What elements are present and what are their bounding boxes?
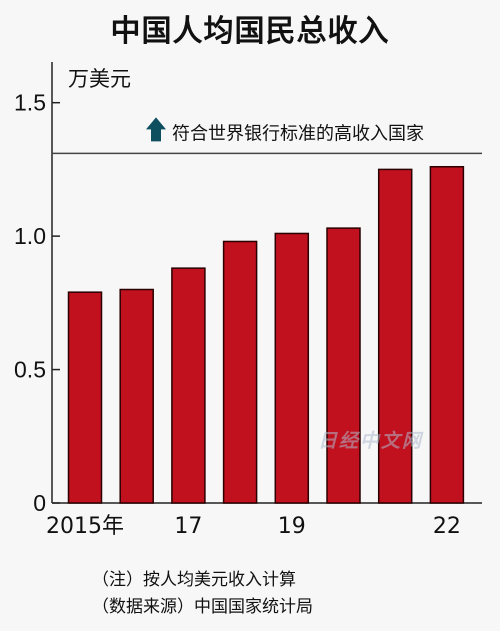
bar-18 xyxy=(222,240,258,504)
footnote: （注）按人均美元收入计算 xyxy=(92,570,296,590)
x-tick-label: 17 xyxy=(174,514,202,539)
y-tick-label: 1.0 xyxy=(14,223,46,249)
y-axis-unit-label: 万美元 xyxy=(68,67,131,91)
x-tick-label: 2015年 xyxy=(46,514,124,539)
y-tick-label: 0 xyxy=(33,490,46,516)
bar-17 xyxy=(171,267,206,504)
threshold-label: 符合世界银行标准的高收入国家 xyxy=(172,123,424,144)
up-arrow-icon xyxy=(146,117,166,142)
bar-20 xyxy=(326,227,361,504)
bar-22 xyxy=(429,165,465,504)
bar-16 xyxy=(119,288,154,504)
bars xyxy=(67,165,465,504)
bar-19 xyxy=(274,232,310,504)
y-tick-label: 1.5 xyxy=(14,90,46,116)
x-tick-label: 22 xyxy=(433,514,461,539)
chart-title: 中国人均国民总收入 xyxy=(110,14,390,49)
bar-21 xyxy=(377,168,413,504)
bar-2015 xyxy=(67,291,103,504)
source-note: （数据来源）中国国家统计局 xyxy=(92,597,313,617)
watermark-logo: 日经中文网 xyxy=(318,430,424,452)
x-tick-label: 19 xyxy=(278,514,306,539)
y-tick-label: 0.5 xyxy=(14,357,46,383)
